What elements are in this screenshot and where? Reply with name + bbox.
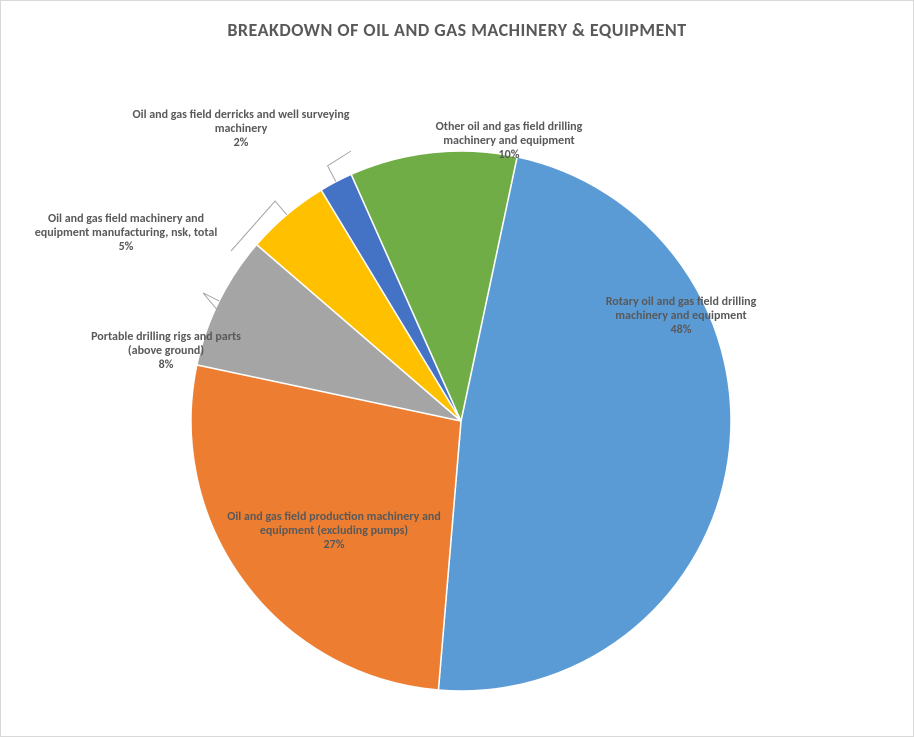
slice-label-text: Portable drilling rigs and parts (above …: [76, 331, 256, 359]
slice-label: Portable drilling rigs and parts (above …: [76, 331, 256, 372]
slice-label-percent: 8%: [76, 359, 256, 373]
slice-label-text: Oil and gas field production machinery a…: [219, 511, 449, 539]
slice-label-text: Oil and gas field machinery and equipmen…: [21, 213, 231, 241]
slice-label-percent: 10%: [419, 149, 599, 163]
slice-label-percent: 27%: [219, 539, 449, 553]
slice-label: Oil and gas field production machinery a…: [219, 511, 449, 552]
slice-label: Rotary oil and gas field drilling machin…: [581, 296, 781, 337]
slice-label: Oil and gas field machinery and equipmen…: [21, 213, 231, 254]
slice-label-text: Oil and gas field derricks and well surv…: [131, 109, 351, 137]
slice-label-text: Rotary oil and gas field drilling machin…: [581, 296, 781, 324]
slice-label-percent: 48%: [581, 324, 781, 338]
slice-label: Oil and gas field derricks and well surv…: [131, 109, 351, 150]
slice-label-text: Other oil and gas field drilling machine…: [419, 121, 599, 149]
slice-label-percent: 5%: [21, 241, 231, 255]
slice-label: Other oil and gas field drilling machine…: [419, 121, 599, 162]
chart-container: BREAKDOWN OF OIL AND GAS MACHINERY & EQU…: [0, 0, 914, 737]
slice-label-percent: 2%: [131, 137, 351, 151]
